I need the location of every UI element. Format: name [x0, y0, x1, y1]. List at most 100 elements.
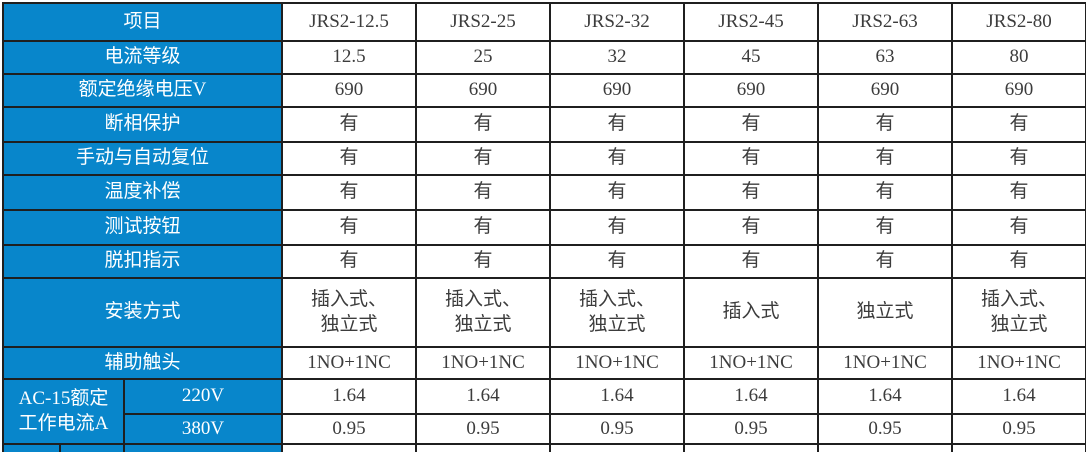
- data-cell: 插入式、 独立式: [951, 277, 1086, 348]
- partial-data-cell: [683, 443, 820, 452]
- header-row: 项目 JRS2-12.5 JRS2-25 JRS2-32 JRS2-45 JRS…: [1, 2, 1086, 42]
- data-cell: 有: [817, 174, 954, 211]
- table-row-current-rating: 电流等级 12.5 25 32 45 63 80: [1, 40, 1086, 75]
- data-cell: 45: [683, 40, 820, 75]
- ac15-group-label: AC-15额定 工作电流A: [2, 378, 125, 445]
- data-cell: 1.64: [415, 378, 552, 415]
- header-label-cell: 项目: [1, 2, 284, 42]
- model-header-cell: JRS2-45: [683, 2, 820, 42]
- table-row-insulation-voltage: 额定绝缘电压V 690 690 690 690 690 690: [1, 73, 1086, 108]
- table-row-mounting-type: 安装方式 插入式、 独立式 插入式、 独立式 插入式、 独立式 插入式 独立式 …: [1, 277, 1086, 348]
- table-row-manual-auto-reset: 手动与自动复位 有 有 有 有 有 有: [1, 141, 1086, 176]
- voltage-label: 220V: [122, 378, 284, 415]
- data-cell: 1NO+1NC: [549, 346, 686, 380]
- data-cell: 有: [415, 141, 552, 176]
- data-cell: 0.95: [683, 413, 820, 445]
- data-cell: 有: [415, 244, 552, 279]
- data-cell: 有: [549, 106, 686, 143]
- data-cell: 有: [951, 244, 1086, 279]
- data-cell: 有: [281, 174, 418, 211]
- data-cell: 有: [817, 209, 954, 246]
- data-cell: 有: [549, 244, 686, 279]
- row-label: 脱扣指示: [1, 244, 284, 279]
- data-cell: 有: [683, 244, 820, 279]
- data-cell: 插入式、 独立式: [549, 277, 686, 348]
- data-cell: 63: [817, 40, 954, 75]
- data-cell: 690: [549, 73, 686, 108]
- data-cell: 有: [415, 209, 552, 246]
- data-cell: 0.95: [817, 413, 954, 445]
- data-cell: 690: [281, 73, 418, 108]
- model-header-cell: JRS2-80: [951, 2, 1086, 42]
- data-cell: 插入式: [683, 277, 820, 348]
- data-cell: 插入式、 独立式: [415, 277, 552, 348]
- data-cell: 690: [683, 73, 820, 108]
- data-cell: 独立式: [817, 277, 954, 348]
- data-cell: 插入式、 独立式: [281, 277, 418, 348]
- data-cell: 1.64: [281, 378, 418, 415]
- data-cell: 有: [549, 209, 686, 246]
- data-cell: 有: [683, 106, 820, 143]
- data-cell: 有: [951, 106, 1086, 143]
- table-row-test-button: 测试按钮 有 有 有 有 有 有: [1, 209, 1086, 246]
- partial-label-cell: [122, 443, 284, 452]
- data-cell: 1NO+1NC: [817, 346, 954, 380]
- row-label: 温度补偿: [1, 174, 284, 211]
- data-cell: 690: [415, 73, 552, 108]
- data-cell: 0.95: [549, 413, 686, 445]
- data-cell: 25: [415, 40, 552, 75]
- partial-data-cell: [281, 443, 418, 452]
- data-cell: 有: [549, 141, 686, 176]
- data-cell: 有: [817, 244, 954, 279]
- row-label: 测试按钮: [1, 209, 284, 246]
- table-row-phase-failure-protection: 断相保护 有 有 有 有 有 有: [1, 106, 1086, 143]
- row-label: 断相保护: [1, 106, 284, 143]
- table-row-temperature-compensation: 温度补偿 有 有 有 有 有 有: [1, 174, 1086, 211]
- partial-label-cell: [2, 443, 61, 452]
- model-header-cell: JRS2-32: [549, 2, 686, 42]
- model-header-cell: JRS2-63: [817, 2, 954, 42]
- data-cell: 1NO+1NC: [415, 346, 552, 380]
- data-cell: 32: [549, 40, 686, 75]
- data-cell: 有: [951, 174, 1086, 211]
- partial-label-cell: [59, 443, 125, 452]
- partial-data-cell: [549, 443, 686, 452]
- data-cell: 1.64: [549, 378, 686, 415]
- data-cell: 有: [415, 174, 552, 211]
- data-cell: 0.95: [281, 413, 418, 445]
- partial-data-cell: [817, 443, 954, 452]
- data-cell: 12.5: [281, 40, 418, 75]
- data-cell: 有: [281, 141, 418, 176]
- data-cell: 有: [281, 209, 418, 246]
- data-cell: 有: [281, 244, 418, 279]
- data-cell: 有: [549, 174, 686, 211]
- data-cell: 有: [817, 106, 954, 143]
- data-cell: 1.64: [683, 378, 820, 415]
- data-cell: 1NO+1NC: [281, 346, 418, 380]
- table-row-auxiliary-contact: 辅助触头 1NO+1NC 1NO+1NC 1NO+1NC 1NO+1NC 1NO…: [1, 346, 1086, 380]
- row-label: 手动与自动复位: [1, 141, 284, 176]
- data-cell: 有: [415, 106, 552, 143]
- table-row-ac15-380v: 380V 0.95 0.95 0.95 0.95 0.95 0.95: [3, 413, 1086, 445]
- data-cell: 1NO+1NC: [951, 346, 1086, 380]
- data-cell: 1.64: [951, 378, 1086, 415]
- row-label: 电流等级: [1, 40, 284, 75]
- table-row-ac15-220v: AC-15额定 工作电流A 220V 1.64 1.64 1.64 1.64 1…: [2, 378, 1086, 445]
- row-label: 额定绝缘电压V: [1, 73, 284, 108]
- data-cell: 0.95: [951, 413, 1086, 445]
- data-cell: 有: [951, 141, 1086, 176]
- data-cell: 有: [683, 174, 820, 211]
- row-label: 辅助触头: [1, 346, 284, 380]
- table-row-trip-indication: 脱扣指示 有 有 有 有 有 有: [1, 244, 1086, 279]
- data-cell: 0.95: [415, 413, 552, 445]
- data-cell: 1.64: [817, 378, 954, 415]
- row-label: 安装方式: [1, 277, 284, 348]
- data-cell: 有: [683, 141, 820, 176]
- data-cell: 有: [817, 141, 954, 176]
- data-cell: 690: [817, 73, 954, 108]
- partial-data-cell: [951, 443, 1086, 452]
- data-cell: 80: [951, 40, 1086, 75]
- voltage-label: 380V: [122, 413, 284, 445]
